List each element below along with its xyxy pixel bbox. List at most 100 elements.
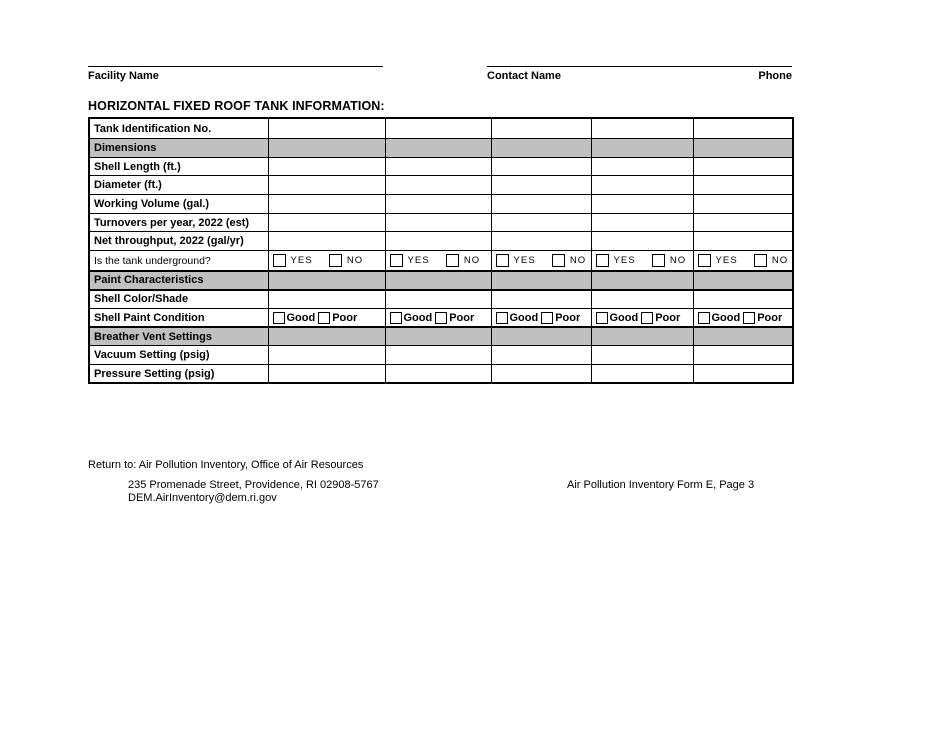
no-checkbox[interactable]	[328, 254, 342, 268]
table-row: Vacuum Setting (psig)	[88, 345, 794, 366]
table-row: Is the tank underground? YES NO YES NO YES NO Y…	[88, 250, 794, 272]
table-row: Diameter (ft.)	[88, 175, 794, 196]
yes-checkbox[interactable]	[389, 254, 403, 268]
row-label: Dimensions	[88, 138, 269, 158]
no-checkbox[interactable]	[651, 254, 665, 268]
poor-checkbox[interactable]	[541, 311, 554, 324]
data-entry-cell[interactable]	[490, 156, 592, 177]
data-entry-cell: Good Poor	[384, 308, 492, 328]
data-entry-cell[interactable]	[384, 117, 492, 139]
data-entry-cell[interactable]	[384, 156, 492, 177]
data-entry-cell[interactable]	[692, 117, 794, 139]
data-entry-cell[interactable]	[384, 364, 492, 384]
good-checkbox[interactable]	[495, 311, 508, 324]
no-checkbox-label: NO	[771, 255, 789, 267]
data-entry-cell[interactable]	[692, 175, 794, 196]
section-cell	[692, 326, 794, 347]
data-entry-cell[interactable]	[267, 212, 386, 233]
data-entry-cell[interactable]	[384, 288, 492, 309]
section-cell	[267, 138, 386, 158]
data-entry-cell[interactable]	[267, 231, 386, 252]
section-cell	[692, 138, 794, 158]
section-cell	[590, 138, 694, 158]
data-entry-cell[interactable]	[590, 194, 694, 214]
data-entry-cell[interactable]	[490, 117, 592, 139]
data-entry-cell: YES NO	[384, 250, 492, 272]
data-entry-cell[interactable]	[692, 231, 794, 252]
data-entry-cell[interactable]	[490, 212, 592, 233]
data-entry-cell[interactable]	[267, 194, 386, 214]
data-entry-cell: Good Poor	[692, 308, 794, 328]
facility-name-label: Facility Name	[88, 70, 159, 82]
no-checkbox-label: NO	[346, 255, 364, 267]
data-entry-cell[interactable]	[590, 345, 694, 366]
data-entry-cell[interactable]	[590, 288, 694, 309]
data-entry-cell: YES NO	[267, 250, 386, 272]
data-entry-cell[interactable]	[590, 212, 694, 233]
phone-label: Phone	[758, 70, 792, 82]
poor-checkbox-label: Poor	[449, 311, 475, 324]
data-entry-cell: Good Poor	[267, 308, 386, 328]
data-entry-cell[interactable]	[590, 117, 694, 139]
data-entry-cell[interactable]	[384, 194, 492, 214]
table-row: Breather Vent Settings	[88, 326, 794, 347]
data-entry-cell[interactable]	[490, 345, 592, 366]
data-entry-cell[interactable]	[490, 194, 592, 214]
data-entry-cell[interactable]	[267, 345, 386, 366]
data-entry-cell[interactable]	[692, 194, 794, 214]
good-checkbox[interactable]	[697, 311, 710, 324]
data-entry-cell[interactable]	[267, 117, 386, 139]
yes-checkbox-label: YES	[407, 255, 430, 267]
table-row: Shell Color/Shade	[88, 288, 794, 309]
data-entry-cell[interactable]	[590, 364, 694, 384]
data-entry-cell[interactable]	[692, 345, 794, 366]
yes-checkbox[interactable]	[595, 254, 609, 268]
yes-checkbox[interactable]	[272, 254, 286, 268]
data-entry-cell[interactable]	[490, 175, 592, 196]
data-entry-cell[interactable]	[267, 156, 386, 177]
return-to-text: Return to: Air Pollution Inventory, Offi…	[88, 459, 364, 471]
good-checkbox[interactable]	[272, 311, 285, 324]
data-entry-cell[interactable]	[384, 175, 492, 196]
good-poor-checkbox-group: Good Poor	[492, 311, 590, 324]
poor-checkbox[interactable]	[641, 311, 654, 324]
yes-checkbox-label: YES	[715, 255, 738, 267]
data-entry-cell[interactable]	[692, 156, 794, 177]
poor-checkbox[interactable]	[435, 311, 448, 324]
yes-checkbox-label: YES	[290, 255, 313, 267]
yes-checkbox-label: YES	[513, 255, 536, 267]
yes-no-checkbox-group: YES NO	[694, 254, 792, 268]
poor-checkbox[interactable]	[743, 311, 756, 324]
data-entry-cell[interactable]	[384, 212, 492, 233]
no-checkbox[interactable]	[445, 254, 459, 268]
data-entry-cell[interactable]	[267, 288, 386, 309]
data-entry-cell[interactable]	[384, 231, 492, 252]
data-entry-cell[interactable]	[267, 364, 386, 384]
data-entry-cell[interactable]	[590, 156, 694, 177]
data-entry-cell[interactable]	[590, 231, 694, 252]
data-entry-cell[interactable]	[692, 364, 794, 384]
form-page-reference: Air Pollution Inventory Form E, Page 3	[567, 479, 755, 491]
data-entry-cell[interactable]	[267, 175, 386, 196]
table-row: Shell Length (ft.)	[88, 156, 794, 177]
data-entry-cell[interactable]	[384, 345, 492, 366]
no-checkbox-label: NO	[569, 255, 587, 267]
good-checkbox[interactable]	[389, 311, 402, 324]
data-entry-cell[interactable]	[490, 231, 592, 252]
facility-name-field: Facility Name	[88, 66, 383, 82]
good-checkbox[interactable]	[595, 311, 608, 324]
data-entry-cell[interactable]	[490, 288, 592, 309]
yes-checkbox[interactable]	[697, 254, 711, 268]
no-checkbox[interactable]	[551, 254, 565, 268]
data-entry-cell[interactable]	[590, 175, 694, 196]
good-poor-checkbox-group: Good Poor	[592, 311, 692, 324]
good-checkbox-label: Good	[403, 311, 433, 324]
good-checkbox-label: Good	[609, 311, 639, 324]
data-entry-cell[interactable]	[692, 288, 794, 309]
data-entry-cell[interactable]	[490, 364, 592, 384]
yes-checkbox[interactable]	[495, 254, 509, 268]
data-entry-cell[interactable]	[692, 212, 794, 233]
no-checkbox[interactable]	[753, 254, 767, 268]
poor-checkbox[interactable]	[318, 311, 331, 324]
